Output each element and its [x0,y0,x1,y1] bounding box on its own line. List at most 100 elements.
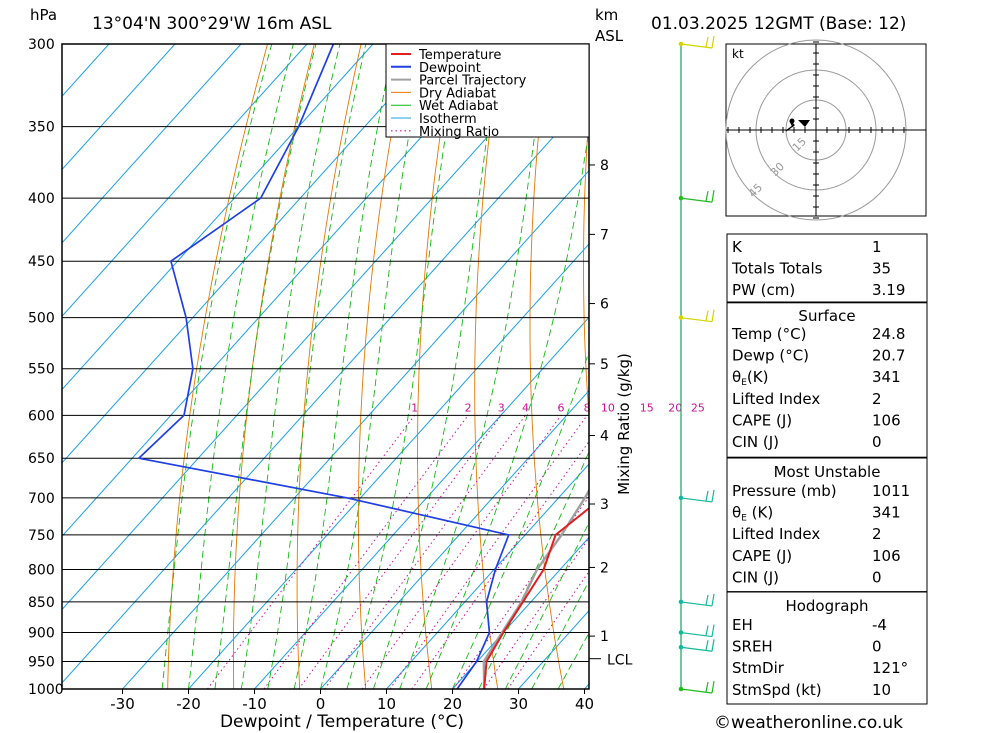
dry-adiabat-line [967,26,1000,689]
mixing-ratio-label: 3 [498,401,505,414]
mixing-ratio-line [207,414,415,689]
mixing-ratio-line [298,415,502,689]
pressure-tick-label: 700 [28,491,55,507]
pressure-tick-label: 1000 [28,682,64,698]
most-unstable-row-value: 341 [872,504,901,522]
wet-adiabat-line [161,44,273,689]
km-tick-label: 3 [600,497,609,513]
surface-row-value: 0 [872,433,882,451]
profile-traces [137,44,589,689]
isotherm-line [254,316,589,689]
wind-barb [680,593,715,607]
dry-adiabat-line [296,44,362,689]
mixing-ratio-label: 6 [558,401,565,414]
legend-label: Wet Adiabat [419,99,498,114]
wet-adiabat-line [425,126,589,689]
dry-adiabat-line [529,44,565,689]
most-unstable-row-label: CAPE (J) [732,547,792,565]
wind-barb [680,309,715,323]
datetime-label: 01.03.2025 12GMT (Base: 12) [651,14,906,34]
hodograph-row-label: SREH [732,638,773,656]
mixing-ratio-labels: 1 2 3 4 6 8 10 15 20 25 [411,401,705,414]
most-unstable-row-value: 2 [872,525,882,543]
isotherm-line [62,44,242,244]
x-tick-label: 40 [575,695,594,713]
plot-area [62,26,1000,689]
x-tick-label: 20 [443,695,462,713]
lcl-label: LCL [607,653,633,669]
km-tick-label: 7 [600,227,609,243]
dry-adiabat-line [357,44,409,689]
mixing-ratio-label: 1 [411,401,418,414]
wet-adiabat-line [267,44,367,689]
km-tick-label: 1 [600,629,609,645]
surface-title: Surface [798,307,855,325]
pressure-tick-label: 500 [28,311,55,327]
surface-row-label: CAPE (J) [732,411,792,429]
isotherm-line [452,536,589,689]
mixing-ratio-line [324,415,526,689]
credit-text: ©weatheronline.co.uk [714,713,903,733]
pressure-tick-label: 350 [28,120,55,136]
indices-row-value: 3.19 [872,281,905,299]
wet-adiabat-line [214,44,317,689]
hodograph-row-value: 121° [872,659,908,677]
isotherm-line [62,96,589,684]
hodograph-table [726,591,928,705]
wet-adiabat-line [188,44,294,689]
parcel-trajectory-trace [482,488,589,689]
isotherm-line [386,463,589,689]
wet-adiabat-line [452,350,589,689]
surface-row-value: 24.8 [872,325,905,343]
surface-row-label: Lifted Index [732,390,820,408]
isotherm-line [122,169,589,689]
wind-barb [680,680,715,694]
km-tick-label: 2 [600,560,609,576]
hodograph-table-title: Hodograph [785,597,868,615]
surface-table [726,301,928,458]
isotherm-line [62,44,374,391]
isotherm-line [188,243,589,689]
dry-adiabat-line [921,26,1000,689]
isotherm-line [320,389,589,689]
stats-tables: K 1 Totals Totals 35 PW (cm) 3.19 SurfaceTemp … [726,233,928,705]
indices-row-value: 35 [872,260,891,278]
mixing-ratio-label: 2 [465,401,472,414]
wet-adiabat-line [399,44,548,689]
x-tick-label: 0 [316,695,326,713]
hodograph-row-label: StmDir [732,659,785,677]
surface-row-value: 106 [872,411,901,429]
hodograph-row-label: EH [732,616,753,634]
wet-adiabat-line [346,44,462,689]
mixing-ratio-line [452,495,589,689]
pressure-tick-label: 850 [28,595,55,611]
most-unstable-title: Most Unstable [774,463,881,481]
hodograph-row-value: 0 [872,638,882,656]
most-unstable-row-label: Pressure (mb) [732,482,837,500]
dewpoint-trace [137,44,510,689]
wet-adiabat-line [240,44,341,689]
most-unstable-row-label: θE (K) [732,504,773,524]
isotherm-line [62,44,506,537]
surface-row-value: 20.7 [872,347,905,365]
surface-row-value: 341 [872,368,901,386]
pressure-tick-label: 300 [28,37,55,53]
indices-row-value: 1 [872,238,882,256]
isotherm-line [62,44,308,317]
temperature-trace [483,506,589,689]
location-title: 13°04'N 300°29'W 16m ASL [92,14,332,34]
mixing-ratio-label: 8 [584,401,591,414]
x-tick-label: -10 [242,695,267,713]
indices-row-label: Totals Totals [731,260,823,278]
wind-barb [680,190,715,203]
mixing-ratio-line [361,415,562,689]
surface-row-label: θE(K) [732,368,768,388]
surface-row-label: CIN (J) [732,433,779,451]
mixing-ratio-axis-title: Mixing Ratio (g/kg) [615,353,633,495]
hodograph-row-value: -4 [872,616,887,634]
pressure-tick-label: 600 [28,408,55,424]
mixing-ratio-label: 25 [691,401,705,414]
mixing-ratio-line [411,440,589,689]
